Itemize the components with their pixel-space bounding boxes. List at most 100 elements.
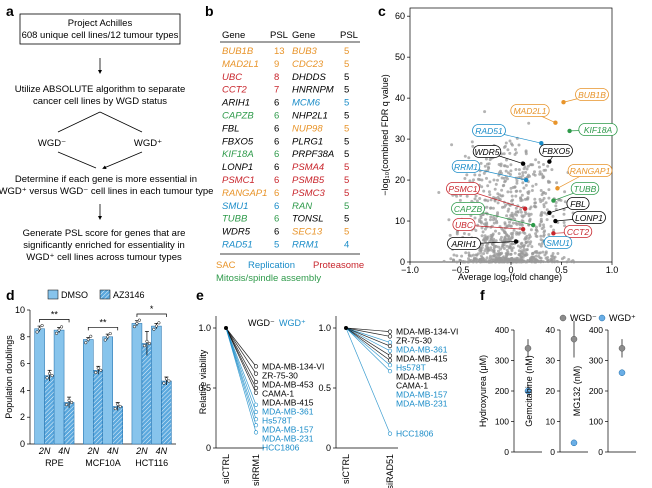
flow-step-3-line-1: Determine if each gene is more essential…: [15, 174, 197, 185]
gene-point: [492, 254, 496, 258]
gene-point: [539, 200, 543, 204]
replicate-point: [86, 337, 90, 342]
x-tick-label: −0.5: [452, 265, 470, 275]
label-cama-1: CAMA-1: [396, 381, 428, 391]
gene-point: [507, 171, 510, 175]
flow-merge-right: [102, 151, 143, 170]
gene-point: [483, 110, 487, 114]
gene-point: [481, 243, 484, 247]
gene-plrg1: PLRG1: [292, 136, 323, 147]
gene-point: [473, 173, 477, 177]
significance-stars: **: [51, 309, 59, 319]
replicate-point: [137, 318, 141, 322]
gene-psma4: PSMA4: [292, 162, 324, 173]
gene-point: [518, 252, 522, 256]
gene-point: [551, 252, 555, 255]
gene-point: [508, 151, 512, 155]
gene-point: [471, 144, 475, 148]
gene-point: [455, 230, 459, 234]
label-wdr5: WDR5: [474, 147, 499, 157]
point-mda-mb-415: [387, 343, 393, 349]
gene-point: [546, 260, 550, 264]
line-mda-mb-231: [345, 327, 391, 372]
x-tick-label: siCTRL: [221, 454, 231, 484]
gene-point: [521, 219, 525, 223]
x-tick-label: siRAD51: [385, 454, 395, 488]
gene-point: [504, 256, 508, 260]
bar-az3146: [161, 380, 172, 445]
gene-point: [486, 199, 490, 203]
label-box-fbxo5: [539, 144, 573, 157]
psl-prpf38a: 5: [344, 149, 349, 160]
marker-wgd-minus: [570, 335, 578, 343]
gene-point: [472, 178, 475, 182]
gene-point: [485, 176, 488, 180]
psl-smu1: 6: [274, 201, 279, 212]
flow-branch-left: [57, 111, 101, 133]
bar-dmso: [83, 339, 94, 445]
gene-point: [493, 187, 497, 191]
bar-az3146: [112, 406, 123, 445]
gene-point: [563, 200, 567, 204]
replicate-point: [65, 403, 69, 407]
gene-point: [458, 258, 462, 262]
gene-table-rows: BUB1B 13 MAD2L1 9 UBC 8 CCT2 7 ARIH1 6 CAPZB 6 FBL 6 F…: [221, 46, 349, 251]
gene-point: [448, 233, 452, 237]
gene-point: [565, 260, 569, 264]
gene-point: [542, 163, 545, 166]
psl-fbxo5: 6: [274, 136, 279, 147]
gene-point: [510, 235, 514, 239]
gene-point: [449, 257, 453, 261]
gene-point: [530, 189, 534, 192]
y-tick-label: 0: [206, 443, 211, 453]
line-hs578t: [345, 327, 391, 352]
gene-point: [492, 178, 496, 182]
replicate-point: [38, 327, 42, 331]
gene-point: [505, 248, 509, 252]
gene-bub1b: BUB1B: [222, 46, 254, 57]
gene-point: [483, 164, 487, 168]
gene-point: [494, 217, 497, 221]
volcano-ylabel: −log₁₀(combined FDR q value): [380, 74, 390, 196]
gene-point: [489, 246, 493, 250]
gene-point: [521, 255, 525, 259]
label-cama-1: CAMA-1: [262, 388, 294, 398]
gene-point: [483, 227, 487, 231]
panel-f-label: f: [480, 287, 485, 303]
line-hcc1806: [225, 327, 257, 433]
gene-point: [535, 250, 539, 253]
gene-fbxo5: FBXO5: [222, 136, 254, 147]
bar-dmso: [102, 336, 113, 445]
gene-point: [494, 182, 498, 186]
gene-point: [514, 148, 517, 151]
y-tick-label: 300: [495, 356, 509, 366]
gene-point: [467, 254, 471, 258]
replicate-point: [96, 366, 100, 370]
gene-point: [544, 201, 548, 205]
x-tick-label: −1.0: [401, 265, 419, 275]
gene-point: [551, 254, 555, 258]
marker-wgd-plus: [524, 387, 532, 395]
gene-point: [473, 216, 477, 220]
gene-point: [525, 167, 529, 171]
gene-tubb: TUBB: [222, 214, 248, 225]
point-psmc1: [522, 206, 528, 211]
gene-point: [524, 183, 528, 187]
replicate-point: [50, 374, 54, 378]
gene-point: [540, 210, 544, 214]
gene-rrm1: RRM1: [292, 240, 319, 251]
gene-point: [487, 260, 491, 264]
gene-point: [452, 253, 456, 257]
gene-point: [479, 161, 483, 165]
viability-ylabel: Relative viability: [198, 349, 208, 414]
label-zr-75-30: ZR-75-30: [396, 336, 432, 346]
ploidy-label: 2N: [38, 446, 51, 456]
legend-wgd-plus-marker: [598, 314, 606, 322]
legend-dmso: DMSO: [61, 290, 88, 300]
replicate-point: [147, 341, 151, 346]
gene-point: [488, 180, 492, 184]
line-mda-mb-453: [225, 327, 257, 383]
gene-point: [537, 165, 541, 169]
gene-point: [537, 242, 541, 246]
psl-bub1b: 13: [274, 46, 285, 57]
